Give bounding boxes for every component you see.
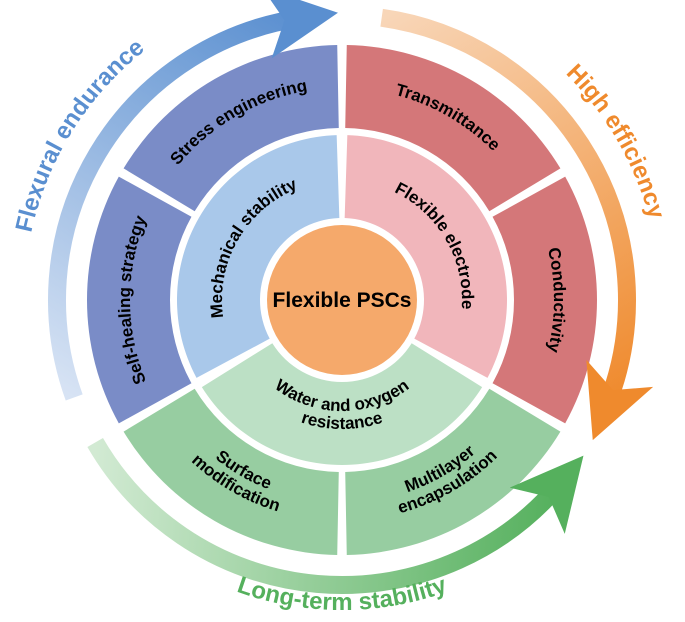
outer-segment-conductivity: [493, 177, 597, 424]
outer-segment-self_heal: [87, 177, 191, 424]
center-label: Flexible PSCs: [273, 289, 412, 312]
